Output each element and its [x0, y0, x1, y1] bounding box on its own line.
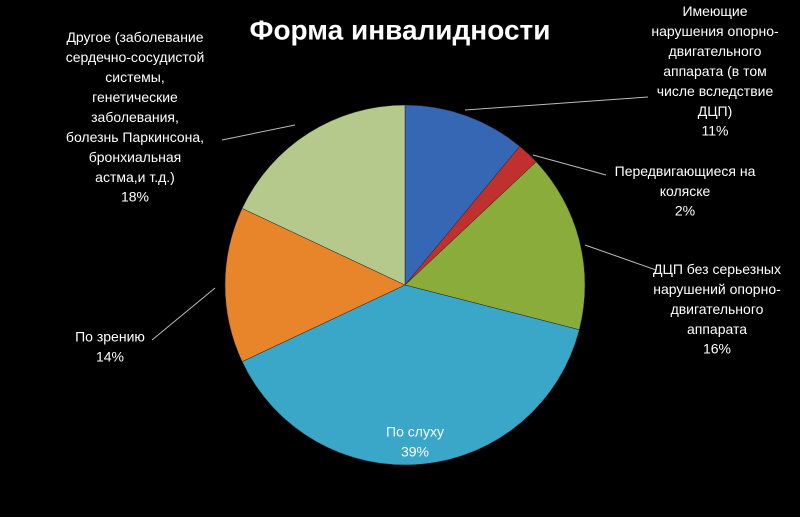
leader-line: [464, 96, 649, 111]
pie-slice: [224, 208, 406, 362]
chart-title: Форма инвалидности: [250, 14, 551, 45]
slice-label: Передвигающиеся на коляске: [615, 163, 756, 199]
slice-label: ДЦП без серьезных нарушений опорно-двигат…: [653, 261, 781, 337]
pie-slice: [404, 161, 586, 331]
slice-label: Другое (заболевание сердечно-сосудистой си…: [66, 29, 205, 185]
value-label: 39%: [401, 444, 429, 460]
value-label: 16%: [703, 341, 731, 357]
slice-label: По зрению: [75, 329, 145, 345]
pie-slice: [241, 104, 406, 286]
slice-label: Имеющие нарушения опорно-двигательного апп…: [651, 3, 779, 119]
leader-line: [151, 287, 216, 341]
value-label: 11%: [702, 123, 729, 139]
value-label: 18%: [121, 189, 149, 205]
slice-label: По слуху: [386, 424, 444, 440]
pie-slice: [241, 284, 580, 466]
leader-line: [532, 154, 607, 176]
leader-line: [584, 244, 657, 271]
leader-line: [221, 124, 296, 141]
value-label: 2%: [675, 203, 695, 219]
value-label: 14%: [96, 349, 124, 365]
pie-slice: [404, 104, 521, 286]
